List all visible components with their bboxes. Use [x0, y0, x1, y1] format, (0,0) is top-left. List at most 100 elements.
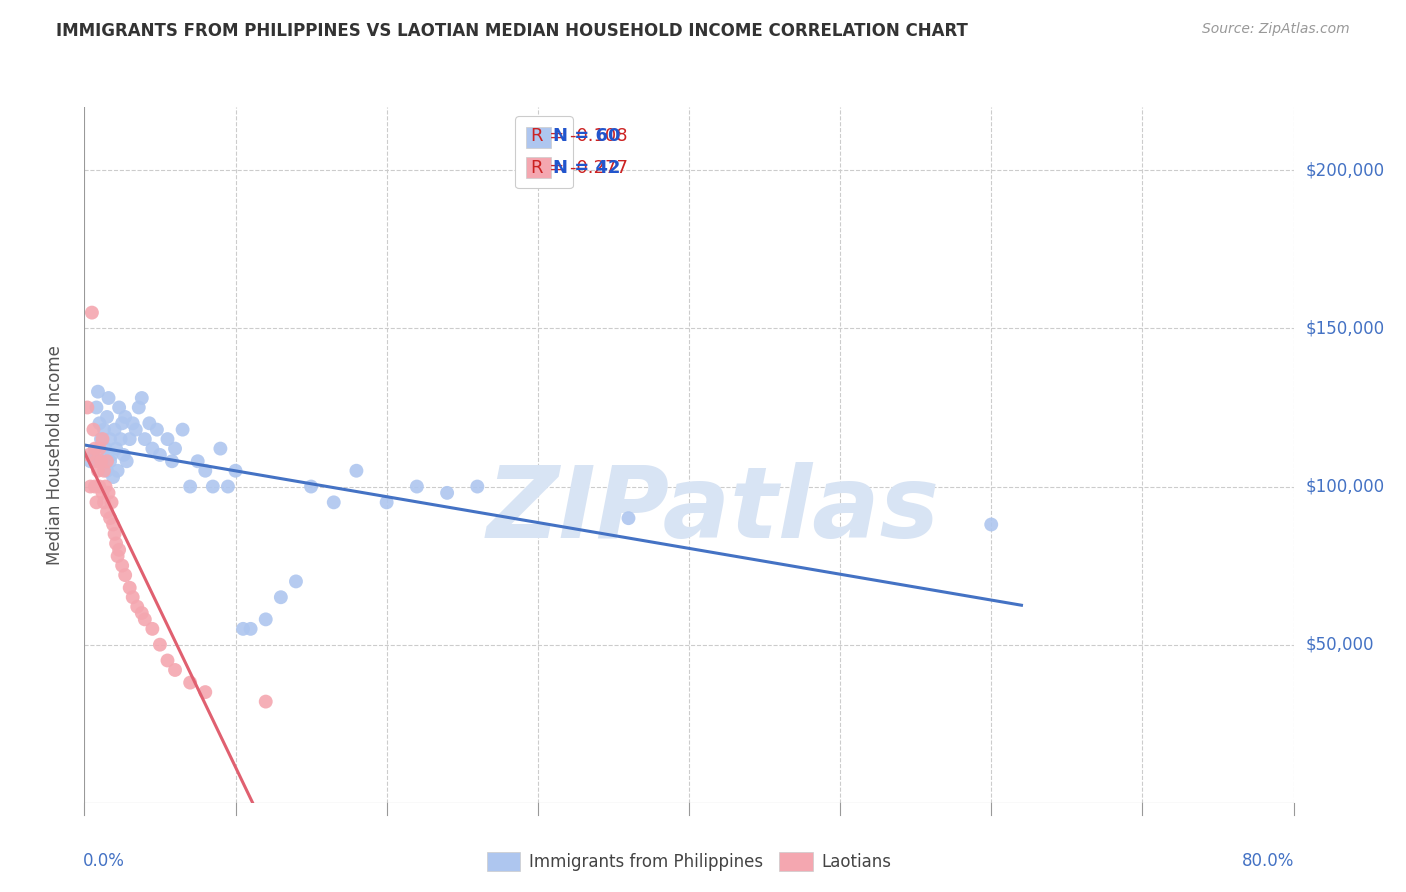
Point	[96, 409, 118, 424]
Point	[436, 486, 458, 500]
Point	[467, 479, 489, 493]
Point	[84, 479, 107, 493]
Point	[76, 401, 98, 415]
Point	[86, 495, 108, 509]
Point	[89, 417, 111, 431]
Point	[111, 417, 134, 431]
Point	[111, 558, 134, 573]
Point	[232, 622, 254, 636]
Point	[89, 442, 111, 456]
Text: 0.0%: 0.0%	[83, 852, 125, 870]
Point	[187, 454, 209, 468]
Point	[118, 581, 141, 595]
Point	[112, 448, 135, 462]
Point	[131, 606, 153, 620]
Point	[84, 442, 107, 456]
Text: R = -0.108: R = -0.108	[531, 128, 627, 145]
Point	[87, 384, 110, 399]
Point	[105, 536, 128, 550]
Point	[172, 423, 194, 437]
Point	[104, 423, 127, 437]
Text: R = -0.277: R = -0.277	[531, 159, 628, 178]
Point	[107, 549, 129, 563]
Point	[91, 432, 114, 446]
Point	[201, 479, 224, 493]
Point	[93, 495, 115, 509]
Point	[86, 454, 108, 468]
Point	[980, 517, 1002, 532]
Point	[100, 448, 122, 462]
Point	[131, 391, 153, 405]
Point	[110, 432, 132, 446]
Point	[146, 423, 169, 437]
Point	[93, 423, 115, 437]
Point	[125, 423, 148, 437]
Point	[163, 442, 186, 456]
Point	[149, 638, 172, 652]
Point	[79, 454, 101, 468]
Text: $100,000: $100,000	[1306, 477, 1385, 496]
Point	[406, 479, 429, 493]
Text: 80.0%: 80.0%	[1243, 852, 1295, 870]
Point	[82, 448, 104, 462]
Point	[91, 486, 114, 500]
Point	[94, 442, 117, 456]
Point	[108, 401, 131, 415]
Point	[127, 599, 149, 614]
Point	[101, 470, 124, 484]
Text: $50,000: $50,000	[1306, 636, 1374, 654]
Point	[82, 423, 104, 437]
Point	[91, 454, 114, 468]
Point	[346, 464, 368, 478]
Point	[80, 305, 103, 319]
Point	[79, 479, 101, 493]
Point	[97, 486, 120, 500]
Point	[93, 464, 115, 478]
Point	[194, 464, 217, 478]
Point	[101, 517, 124, 532]
Point	[86, 401, 108, 415]
Point	[163, 663, 186, 677]
Point	[134, 612, 156, 626]
Point	[97, 391, 120, 405]
Point	[114, 409, 136, 424]
Y-axis label: Median Household Income: Median Household Income	[45, 345, 63, 565]
Point	[100, 495, 122, 509]
Point	[96, 505, 118, 519]
Point	[375, 495, 398, 509]
Text: $200,000: $200,000	[1306, 161, 1385, 179]
Point	[121, 591, 143, 605]
Text: N = 60: N = 60	[553, 128, 620, 145]
Point	[322, 495, 344, 509]
Point	[156, 653, 179, 667]
Point	[138, 417, 160, 431]
Point	[98, 432, 121, 446]
Point	[141, 622, 163, 636]
Point	[179, 479, 201, 493]
Point	[254, 612, 277, 626]
Point	[179, 675, 201, 690]
Text: ZIPatlas: ZIPatlas	[486, 462, 939, 559]
Point	[141, 442, 163, 456]
Point	[118, 432, 141, 446]
Point	[96, 454, 118, 468]
Point	[94, 479, 117, 493]
Legend: Immigrants from Philippines, Laotians: Immigrants from Philippines, Laotians	[481, 846, 897, 878]
Point	[217, 479, 239, 493]
Point	[284, 574, 308, 589]
Point	[149, 448, 172, 462]
Point	[98, 511, 121, 525]
Point	[115, 454, 138, 468]
Point	[90, 432, 112, 446]
Point	[87, 464, 110, 478]
Point	[156, 432, 179, 446]
Point	[617, 511, 640, 525]
Point	[90, 454, 112, 468]
Point	[96, 464, 118, 478]
Point	[104, 527, 127, 541]
Point	[239, 622, 262, 636]
Point	[299, 479, 322, 493]
Point	[270, 591, 292, 605]
Point	[114, 568, 136, 582]
Point	[209, 442, 232, 456]
